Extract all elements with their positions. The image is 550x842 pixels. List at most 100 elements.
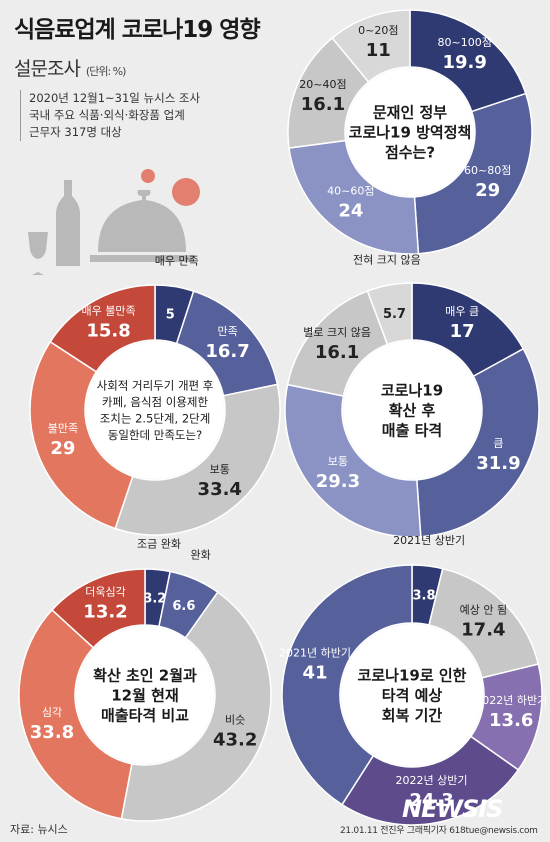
unit-label: (단위: %) (85, 65, 126, 78)
slice-label: 전혀 크지 않음 (353, 253, 421, 266)
slice-label: 완화 (190, 549, 210, 562)
survey-info: 2020년 12월1~31일 뉴시스 조사 국내 주요 식품·외식·화장품 업계… (20, 90, 239, 141)
donut-chart: 2021년 상반기 3.8 예상 안 됨 17.4 2022년 하반기 13.6 2022년… (279, 534, 547, 826)
slice-value: 43.2 (213, 729, 257, 750)
slice-label: 비슷 (225, 713, 245, 726)
chart-center-text: 확산 후 (389, 401, 436, 419)
chart-center-text: 확산 초인 2월과 (93, 666, 197, 684)
slice-label: 2022년 하반기 (475, 693, 547, 707)
donut-slice (366, 282, 413, 346)
slice-label: 만족 (217, 325, 237, 338)
donut-slice (29, 340, 134, 530)
donut-hole (86, 341, 224, 479)
donut-slice (331, 9, 411, 83)
slice-value: 19.9 (443, 52, 487, 73)
donut-slice (288, 139, 420, 255)
slice-label: 매우 큼 (445, 305, 479, 318)
chart-center-text: 회복 기간 (382, 706, 443, 724)
slice-label: 20~40점 (299, 78, 346, 91)
slice-value: 3.8 (413, 589, 436, 604)
slice-label: 매우 만족 (155, 255, 199, 268)
chart-center-text: 조치는 2.5단계, 2단계 (100, 411, 211, 425)
slice-label: 매우 불만족 (81, 304, 135, 317)
slice-value: 17.4 (461, 620, 505, 641)
slice-value: 29 (475, 180, 500, 201)
credit-line: 21.01.11 전진우 그래픽기자 618tue@newsis.com (340, 826, 538, 836)
slice-value: 29 (50, 438, 75, 459)
slice-label: 예상 안 됨 (460, 604, 507, 617)
chart-center-text: 코로나19로 인한 (358, 666, 467, 684)
slice-value: 24 (338, 200, 363, 221)
donut-hole (343, 341, 481, 479)
donut-slice (281, 564, 413, 806)
donut-slice (114, 383, 281, 536)
slice-value: 16.1 (315, 342, 359, 363)
slice-label: 보통 (210, 463, 230, 476)
source-note: 자료: 뉴시스 (10, 823, 68, 836)
donut-slice (49, 284, 156, 373)
chart-center-text: 매출타격 비교 (101, 706, 189, 724)
donut-slice (284, 383, 422, 538)
donut-slice (120, 591, 272, 822)
donut-hole (76, 626, 214, 764)
slice-label: 60~80점 (464, 164, 511, 177)
slice-label: 2021년 상반기 (393, 534, 465, 547)
slice-value: 33.4 (198, 479, 242, 500)
slice-value: 13.6 (489, 710, 533, 731)
donut-slice (413, 92, 533, 255)
slice-value: 16.7 (205, 341, 249, 362)
subtitle-text: 설문조사 (14, 58, 81, 80)
chart-center-text: 코로나19 방역정책 (349, 123, 472, 141)
slice-value: 11 (366, 40, 391, 61)
slice-label: 0~20점 (358, 24, 398, 37)
chart-center-text: 문재인 정부 (373, 103, 447, 121)
donut-hole (346, 68, 474, 196)
survey-line: 2020년 12월1~31일 뉴시스 조사 (29, 91, 201, 105)
slice-label: 보통 (328, 455, 348, 468)
newsis-logo: NEWSIS (402, 795, 503, 823)
slice-value: 24.3 (409, 790, 453, 811)
chart-center-text: 매출 타격 (382, 421, 442, 439)
slice-label: 심각 (42, 706, 62, 719)
survey-line: 근무자 317명 대상 (29, 125, 122, 139)
chart-center-text: 타격 예상 (382, 686, 443, 704)
slice-label: 2021년 하반기 (279, 646, 351, 660)
page-title: 식음료업계 코로나19 영향 (14, 17, 261, 43)
chart-center-text: 동일한데 만족도는? (108, 428, 202, 442)
donut-slice (51, 568, 146, 649)
survey-line: 국내 주요 식품·외식·화장품 업계 (29, 108, 185, 122)
slice-value: 29.3 (316, 471, 360, 492)
slice-value: 17 (450, 321, 475, 342)
page-subtitle: 설문조사 (단위: %) (14, 54, 126, 81)
donut-chart: 조금 완화 3.2 완화 6.6 비슷 43.2 심각 33.8 더욱심각 13.2 확산 초인 2… (18, 538, 272, 822)
slice-label: 더욱심각 (85, 585, 125, 598)
donut-slice (341, 735, 520, 826)
chart-center-text: 점수는? (385, 143, 435, 161)
slice-value: 6.6 (172, 599, 195, 614)
slice-value: 41 (303, 663, 328, 684)
chart-center-text: 카페, 음식점 이용제한 (102, 395, 209, 409)
slice-value: 33.8 (30, 722, 74, 743)
slice-label: 별로 크지 않음 (303, 326, 371, 339)
slice-value: 5 (166, 308, 175, 323)
donut-chart: 80~100점 19.9 60~80점 29 40~60점 24 20~40점 16.1 0~2… (287, 9, 533, 255)
slice-label: 큼 (493, 437, 503, 450)
donut-chart: 매우 만족 5 만족 16.7 보통 33.4 불만족 29 매우 불만족 15.8 사회적 거리두… (29, 255, 281, 536)
slice-value: 16.1 (301, 94, 345, 115)
slice-label: 불만족 (48, 422, 78, 435)
slice-label: 40~60점 (327, 184, 374, 197)
slice-value: 31.9 (476, 453, 520, 474)
slice-value: 15.8 (86, 320, 130, 341)
slice-value: 13.2 (83, 601, 127, 622)
chart-center-text: 사회적 거리두기 개편 후 (97, 378, 214, 392)
chart-center-text: 12월 현재 (111, 686, 179, 704)
donut-slice (18, 608, 133, 820)
slice-label: 2022년 상반기 (396, 774, 468, 787)
slice-label: 80~100점 (438, 36, 492, 49)
donut-slice (416, 347, 540, 538)
donut-chart: 매우 큼 17 큼 31.9 보통 29.3 별로 크지 않음 16.1 전혀 크지 않음 5.7… (284, 253, 540, 538)
slice-label: 조금 완화 (137, 538, 181, 551)
slice-value: 5.7 (383, 307, 406, 322)
